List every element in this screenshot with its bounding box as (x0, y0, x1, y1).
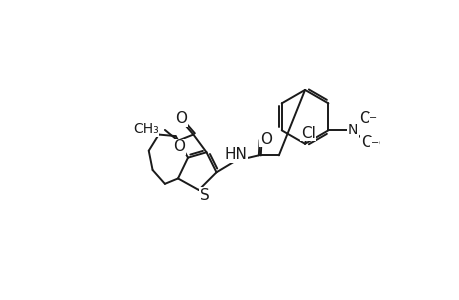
Text: O: O (173, 140, 185, 154)
Text: O: O (259, 132, 271, 147)
Text: S: S (200, 188, 209, 203)
Text: −: − (369, 138, 378, 148)
Text: HN: HN (224, 147, 246, 162)
Text: CH₃: CH₃ (133, 122, 158, 136)
Text: Cl: Cl (300, 125, 315, 140)
Text: O: O (175, 111, 187, 126)
Text: −: − (368, 113, 376, 123)
Text: O: O (360, 135, 372, 150)
Text: O: O (358, 110, 370, 125)
Text: N: N (347, 123, 358, 137)
